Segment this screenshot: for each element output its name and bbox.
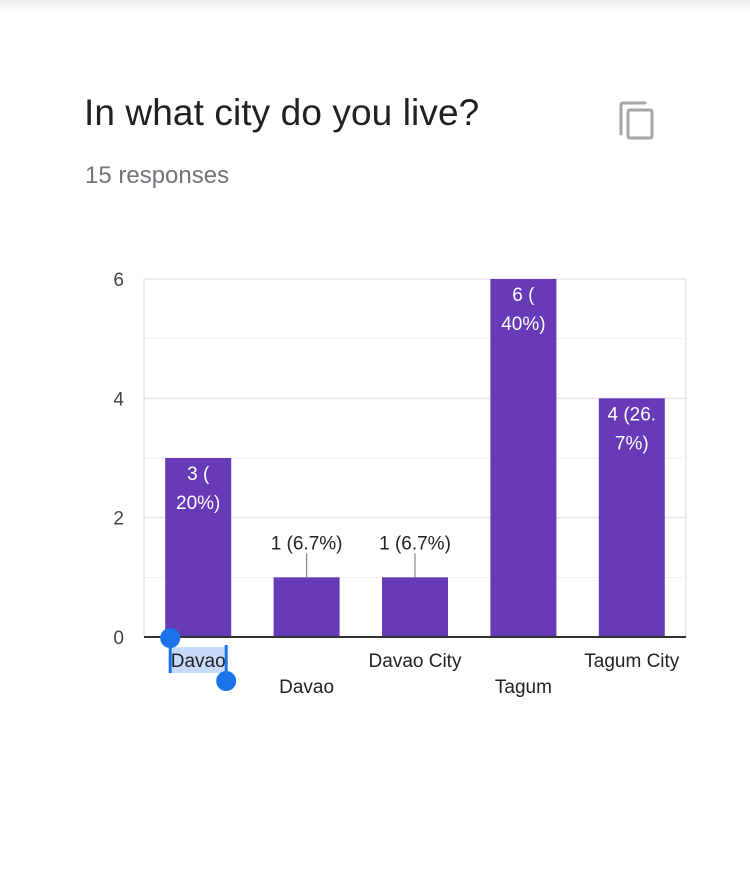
copy-chart-button[interactable] xyxy=(614,98,664,148)
y-tick-label: 4 xyxy=(113,389,124,410)
y-tick-label: 2 xyxy=(113,509,124,530)
bar xyxy=(490,279,557,637)
text-selection-highlight xyxy=(170,647,227,673)
x-tick-label: Tagum xyxy=(495,677,552,698)
x-tick-label: Davao City xyxy=(369,651,462,672)
x-tick-label: Davao xyxy=(171,651,226,672)
top-shadow xyxy=(0,0,750,12)
selection-handle-start[interactable] xyxy=(160,628,181,648)
x-tick-label: Tagum City xyxy=(584,651,680,672)
data-label: 4 (26. xyxy=(608,404,657,425)
data-label: 3 ( xyxy=(187,464,210,485)
question-title: In what city do you live? xyxy=(84,92,480,133)
data-label: 6 ( xyxy=(512,285,535,306)
data-label: 40%) xyxy=(501,314,545,335)
y-tick-label: 6 xyxy=(113,270,124,291)
bar xyxy=(165,458,232,637)
selection-handle-end[interactable] xyxy=(216,671,237,691)
response-count: 15 responses xyxy=(85,162,230,189)
x-tick-label: Davao xyxy=(279,677,334,698)
data-label: 1 (6.7%) xyxy=(379,533,451,554)
y-tick-label: 0 xyxy=(113,628,124,649)
copy-icon xyxy=(619,101,654,140)
data-label: 1 (6.7%) xyxy=(271,533,343,554)
bar xyxy=(598,398,665,637)
bar xyxy=(273,577,340,637)
data-label: 20%) xyxy=(176,493,220,514)
data-label: 7%) xyxy=(615,433,649,454)
bar xyxy=(382,577,448,637)
